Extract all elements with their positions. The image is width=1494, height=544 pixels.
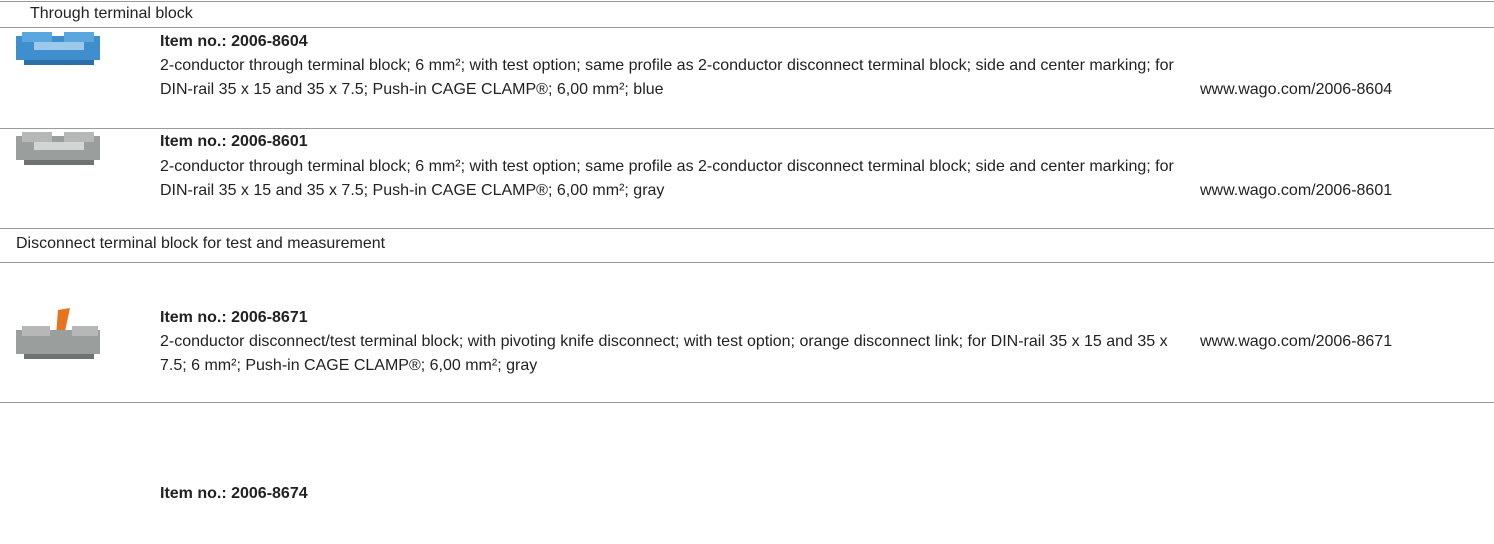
divider: [0, 1, 1494, 2]
item-number: Item no.: 2006-8674: [160, 485, 308, 502]
product-image: [16, 32, 100, 65]
item-number: Item no.: 2006-8671: [160, 309, 308, 326]
product-image: [16, 308, 100, 359]
divider: [0, 128, 1494, 129]
item-description: 2-conductor disconnect/test terminal blo…: [160, 333, 1168, 374]
section-title: Disconnect terminal block for test and m…: [16, 235, 386, 252]
item-description: 2-conductor through terminal block; 6 mm…: [160, 158, 1174, 199]
product-image: [16, 132, 100, 165]
divider: [0, 262, 1494, 263]
item-link[interactable]: www.wago.com/2006-8671: [1200, 333, 1393, 350]
item-description: 2-conductor through terminal block; 6 mm…: [160, 57, 1174, 98]
item-link[interactable]: www.wago.com/2006-8604: [1200, 81, 1393, 98]
section-title: Through terminal block: [30, 5, 193, 22]
divider: [0, 228, 1494, 229]
item-link[interactable]: www.wago.com/2006-8601: [1200, 182, 1393, 199]
item-number: Item no.: 2006-8601: [160, 133, 308, 150]
divider: [0, 402, 1494, 403]
divider: [0, 27, 1494, 28]
item-number: Item no.: 2006-8604: [160, 33, 308, 50]
